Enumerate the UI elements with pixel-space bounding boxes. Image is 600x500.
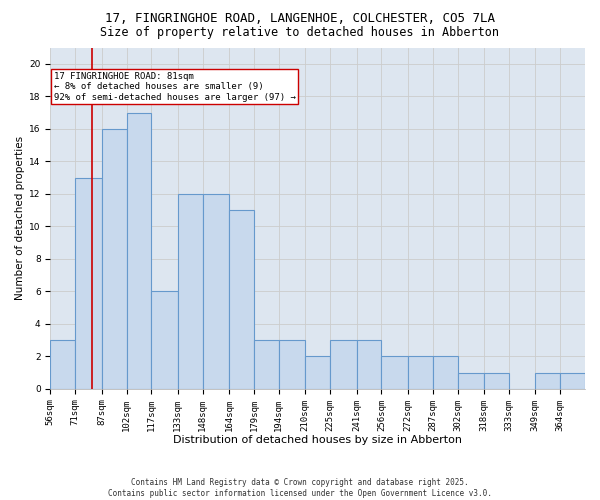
Bar bbox=[560, 372, 585, 389]
Bar bbox=[75, 178, 101, 389]
Bar bbox=[279, 340, 305, 389]
Bar bbox=[254, 340, 279, 389]
Bar bbox=[433, 356, 458, 389]
Y-axis label: Number of detached properties: Number of detached properties bbox=[15, 136, 25, 300]
Bar bbox=[203, 194, 229, 389]
Bar bbox=[408, 356, 433, 389]
Text: 17 FINGRINGHOE ROAD: 81sqm
← 8% of detached houses are smaller (9)
92% of semi-d: 17 FINGRINGHOE ROAD: 81sqm ← 8% of detac… bbox=[53, 72, 296, 102]
Bar bbox=[229, 210, 254, 389]
Bar bbox=[330, 340, 356, 389]
Text: Contains HM Land Registry data © Crown copyright and database right 2025.
Contai: Contains HM Land Registry data © Crown c… bbox=[108, 478, 492, 498]
Bar bbox=[127, 112, 151, 389]
Text: 17, FINGRINGHOE ROAD, LANGENHOE, COLCHESTER, CO5 7LA: 17, FINGRINGHOE ROAD, LANGENHOE, COLCHES… bbox=[105, 12, 495, 26]
X-axis label: Distribution of detached houses by size in Abberton: Distribution of detached houses by size … bbox=[173, 435, 462, 445]
Bar bbox=[305, 356, 330, 389]
Text: Size of property relative to detached houses in Abberton: Size of property relative to detached ho… bbox=[101, 26, 499, 39]
Bar bbox=[458, 372, 484, 389]
Bar bbox=[535, 372, 560, 389]
Bar bbox=[484, 372, 509, 389]
Bar bbox=[151, 292, 178, 389]
Bar bbox=[101, 129, 127, 389]
Bar bbox=[382, 356, 408, 389]
Bar bbox=[356, 340, 382, 389]
Bar bbox=[50, 340, 75, 389]
Bar bbox=[178, 194, 203, 389]
